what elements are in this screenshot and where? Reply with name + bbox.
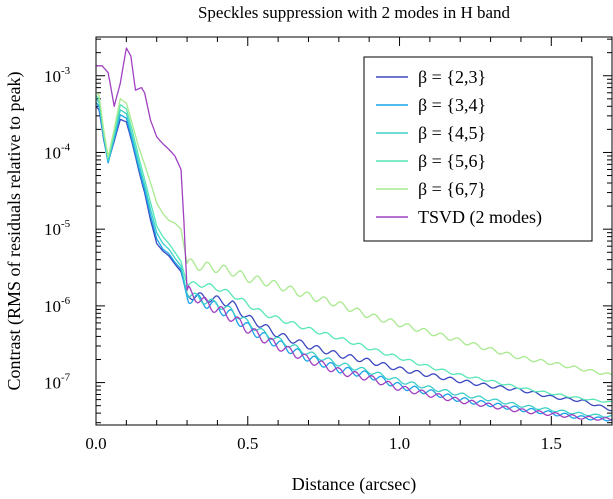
y-tick-base: 10 xyxy=(44,374,61,393)
legend-label: TSVD (2 modes) xyxy=(418,207,542,228)
plot-area xyxy=(95,47,613,422)
legend-label: β = {4,5} xyxy=(418,123,486,143)
y-axis-label: Contrast (RMS of residuals relative to p… xyxy=(4,72,25,391)
plot-frame xyxy=(95,36,613,426)
series-line xyxy=(95,95,613,403)
y-tick-exponent: -6 xyxy=(61,295,71,307)
x-tick-label: 0.0 xyxy=(85,434,106,453)
y-tick-label: 10-6 xyxy=(44,295,71,316)
legend-label: β = {6,7} xyxy=(418,179,486,199)
y-tick-base: 10 xyxy=(44,220,61,239)
y-tick-label: 10-3 xyxy=(44,65,71,86)
legend-box xyxy=(363,56,593,242)
y-tick-exponent: -4 xyxy=(61,141,71,153)
x-axis-label: Distance (arcsec) xyxy=(292,474,416,495)
series-line xyxy=(95,105,613,412)
y-tick-exponent: -7 xyxy=(61,372,71,384)
legend: β = {2,3} β = {3,4} β = {4,5} β = {5,6} β = … xyxy=(363,56,593,242)
tick-labels: 0.0 0.5 1.0 1.510-310-410-510-610-7 xyxy=(44,65,562,453)
series-line xyxy=(95,92,613,376)
y-tick-label: 10-4 xyxy=(44,141,71,162)
legend-entries: β = {2,3} β = {3,4} β = {4,5} β = {5,6} β = … xyxy=(376,67,542,228)
y-tick-label: 10-7 xyxy=(44,372,71,393)
legend-label: β = {5,6} xyxy=(418,151,486,171)
axis-ticks xyxy=(95,37,613,425)
y-tick-label: 10-5 xyxy=(44,218,71,239)
x-tick-label: 1.0 xyxy=(389,434,410,453)
series-line xyxy=(95,47,613,422)
y-tick-base: 10 xyxy=(44,67,61,86)
series-line xyxy=(95,98,613,418)
x-tick-label: 0.5 xyxy=(237,434,258,453)
y-tick-exponent: -5 xyxy=(61,218,71,230)
legend-label: β = {2,3} xyxy=(418,67,486,87)
legend-label: β = {3,4} xyxy=(418,95,486,115)
y-tick-exponent: -3 xyxy=(61,65,71,77)
chart-title: Speckles suppression with 2 modes in H b… xyxy=(198,3,511,22)
y-tick-base: 10 xyxy=(44,143,61,162)
y-tick-base: 10 xyxy=(44,297,61,316)
x-tick-label: 1.5 xyxy=(541,434,562,453)
